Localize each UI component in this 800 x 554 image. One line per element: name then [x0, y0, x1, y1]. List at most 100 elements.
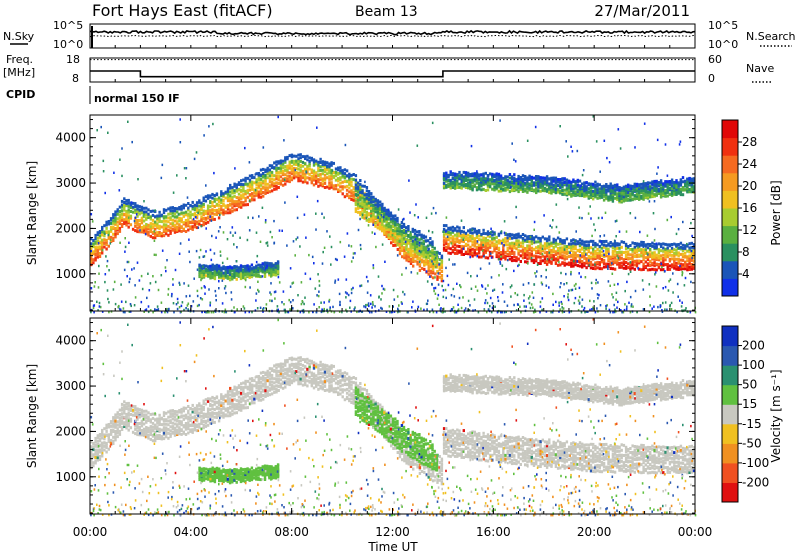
- power-cell: [231, 202, 234, 206]
- power-noise-cell: [490, 276, 493, 279]
- power-cell: [570, 194, 573, 198]
- power-cell: [528, 240, 531, 244]
- power-cell: [554, 244, 558, 248]
- power-cell: [539, 259, 542, 263]
- power-cell: [581, 242, 584, 246]
- power-cell: [321, 160, 324, 164]
- power-cell: [381, 227, 384, 231]
- power-cell: [572, 178, 575, 182]
- power-cell: [262, 194, 265, 198]
- power-noise-cell: [106, 265, 108, 268]
- power-cell: [532, 236, 536, 240]
- power-cell: [339, 176, 342, 180]
- power-cell: [644, 243, 647, 247]
- power-cell: [504, 188, 507, 192]
- power-cell: [598, 251, 601, 255]
- power-cell: [589, 193, 593, 197]
- power-cell: [253, 191, 256, 195]
- power-cell: [646, 187, 650, 191]
- power-cell: [275, 174, 278, 178]
- power-cell: [200, 274, 203, 278]
- power-cell: [158, 224, 161, 228]
- power-cell: [570, 258, 573, 262]
- power-cell: [471, 178, 474, 182]
- power-cell: [537, 246, 540, 250]
- power-cell: [539, 243, 542, 247]
- power-cell: [635, 242, 639, 246]
- power-cell: [620, 264, 623, 268]
- power-cell: [411, 249, 414, 253]
- power-cell: [422, 253, 425, 256]
- power-cell: [418, 256, 421, 260]
- power-cell: [200, 264, 203, 268]
- power-noise-cell: [681, 273, 683, 277]
- power-cell: [138, 208, 141, 212]
- power-cell: [383, 213, 386, 217]
- power-noise-cell: [176, 307, 179, 311]
- power-cell: [570, 187, 573, 191]
- power-cell: [231, 275, 234, 279]
- power-cell: [224, 266, 227, 270]
- power-band-upper-band: [442, 170, 696, 204]
- power-noise-cell: [134, 284, 136, 287]
- power-cell: [354, 189, 358, 192]
- power-cell: [370, 192, 373, 196]
- power-cell: [411, 242, 414, 246]
- power-cell: [552, 183, 555, 187]
- power-cell: [92, 261, 95, 265]
- power-cell: [193, 220, 197, 224]
- power-cell: [387, 222, 390, 226]
- power-noise-cell: [136, 261, 139, 264]
- power-noise-cell: [501, 264, 504, 267]
- power-cell: [257, 266, 260, 270]
- power-cell: [431, 240, 434, 244]
- power-cell: [517, 186, 520, 190]
- power-cell: [416, 255, 419, 259]
- power-cell: [574, 180, 577, 184]
- power-noise-cell: [681, 271, 684, 275]
- power-cell: [502, 246, 505, 250]
- power-cell: [506, 178, 509, 182]
- power-cell: [620, 240, 623, 244]
- power-cell: [462, 230, 465, 234]
- power-cell: [398, 234, 402, 238]
- power-noise-cell: [614, 220, 617, 223]
- power-cell: [449, 236, 452, 240]
- power-noise-cell: [483, 309, 486, 312]
- power-cell: [613, 261, 617, 265]
- power-cell: [264, 182, 267, 186]
- power-cell: [471, 240, 474, 244]
- power-noise-cell: [196, 304, 199, 308]
- power-cell: [356, 181, 360, 185]
- power-cell: [611, 260, 615, 264]
- power-cell: [484, 232, 487, 236]
- power-cell: [412, 239, 415, 243]
- power-cell: [308, 172, 311, 176]
- power-cell: [290, 159, 294, 163]
- power-cell: [239, 272, 243, 276]
- power-cell: [206, 196, 210, 200]
- power-noise-cell: [383, 218, 386, 221]
- power-noise-cell: [689, 311, 692, 314]
- power-cell: [453, 233, 457, 237]
- power-cell: [304, 180, 307, 184]
- power-noise-cell: [474, 285, 477, 288]
- power-noise-cell: [154, 308, 156, 311]
- power-cell: [681, 176, 685, 180]
- power-cell: [131, 205, 135, 209]
- power-noise-cell: [518, 243, 520, 246]
- power-noise-cell: [282, 290, 285, 293]
- power-cell: [416, 242, 419, 246]
- power-cell: [565, 183, 569, 187]
- power-noise-cell: [239, 236, 241, 239]
- power-cell: [370, 206, 373, 210]
- power-cell: [486, 174, 490, 177]
- power-cell: [213, 277, 217, 281]
- power-cell: [451, 172, 455, 176]
- power-cell: [598, 245, 601, 248]
- power-noise-cell: [215, 236, 217, 239]
- power-noise-cell: [219, 250, 222, 253]
- power-noise-cell: [210, 258, 213, 262]
- power-cell: [578, 241, 582, 245]
- power-cell: [622, 266, 626, 270]
